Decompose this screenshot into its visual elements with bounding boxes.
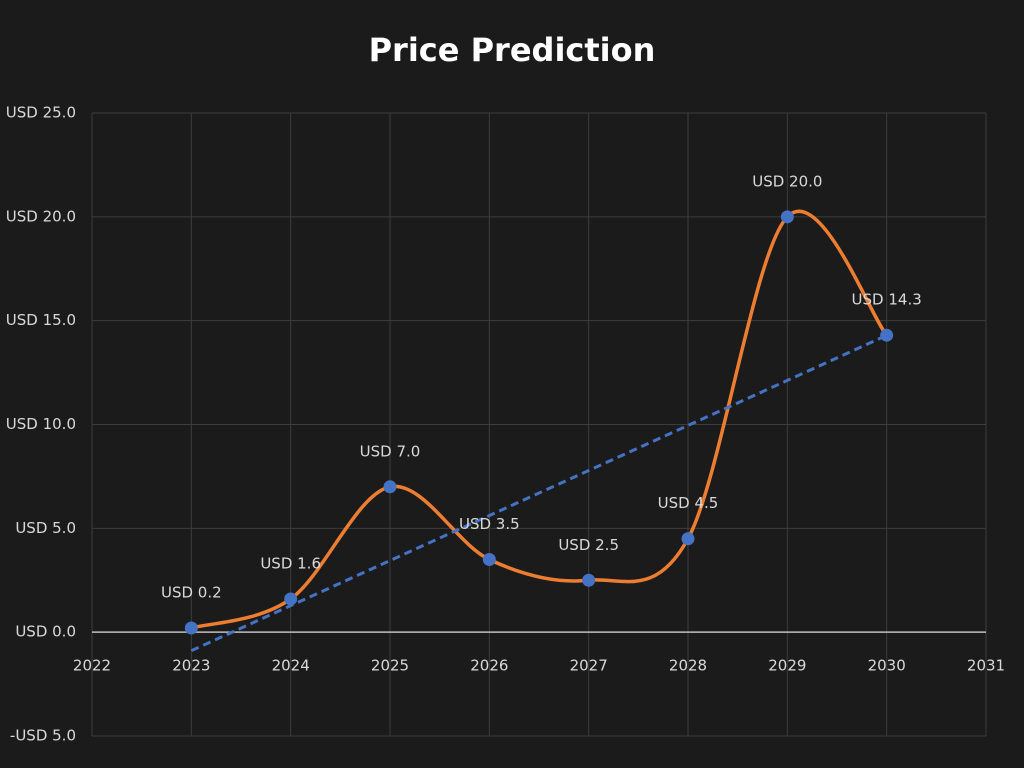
marker	[681, 532, 695, 546]
chart-title: Price Prediction	[369, 31, 656, 69]
y-tick-label: USD 15.0	[6, 311, 76, 329]
data-label: USD 7.0	[360, 442, 421, 460]
marker	[780, 210, 794, 224]
data-label: USD 3.5	[459, 515, 520, 533]
trendline	[190, 334, 888, 653]
data-label: USD 2.5	[558, 536, 619, 554]
data-label: USD 4.5	[658, 494, 719, 512]
data-label: USD 20.0	[752, 172, 822, 190]
marker	[880, 328, 894, 342]
y-tick-label: -USD 5.0	[10, 727, 76, 745]
y-tick-label: USD 25.0	[6, 104, 76, 122]
data-label: USD 0.2	[161, 584, 222, 602]
marker	[582, 573, 596, 587]
marker	[184, 621, 198, 635]
marker	[482, 552, 496, 566]
marker	[284, 592, 298, 606]
data-label: USD 14.3	[852, 291, 922, 309]
y-tick-label: USD 10.0	[6, 415, 76, 433]
data-label: USD 1.6	[260, 554, 321, 572]
y-tick-label: USD 20.0	[6, 207, 76, 225]
marker	[383, 480, 397, 494]
y-tick-label: USD 0.0	[15, 623, 76, 641]
y-tick-label: USD 5.0	[15, 519, 76, 537]
